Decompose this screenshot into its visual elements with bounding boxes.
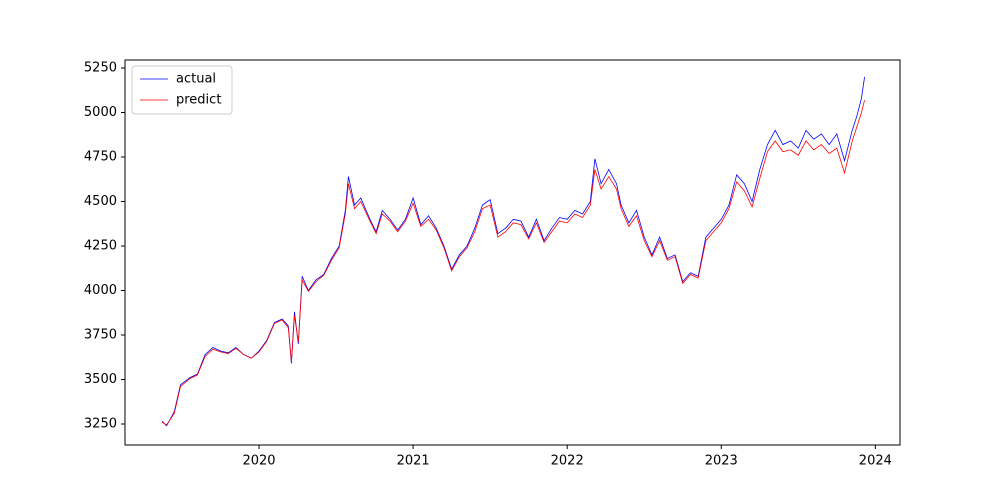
legend-box <box>131 65 233 115</box>
x-tick-label: 2022 <box>551 454 584 469</box>
series-line <box>161 99 865 426</box>
legend-label: actual <box>176 72 216 87</box>
y-tick-label: 3500 <box>84 372 117 387</box>
series-line <box>161 76 865 427</box>
y-tick-label: 4500 <box>84 194 117 209</box>
y-tick-label: 5250 <box>84 61 117 76</box>
y-tick-label: 3750 <box>84 328 117 343</box>
x-tick-label: 2023 <box>705 454 738 469</box>
y-tick-label: 4250 <box>84 239 117 254</box>
y-tick-label: 4750 <box>84 150 117 165</box>
legend-label: predict <box>176 93 221 108</box>
y-tick-label: 5000 <box>84 105 117 120</box>
y-tick-label: 3250 <box>84 416 117 431</box>
y-tick-label: 4000 <box>84 283 117 298</box>
x-tick-label: 2024 <box>859 454 892 469</box>
x-tick-label: 2021 <box>397 454 430 469</box>
x-tick-label: 2020 <box>242 454 275 469</box>
plot-frame <box>124 59 901 446</box>
